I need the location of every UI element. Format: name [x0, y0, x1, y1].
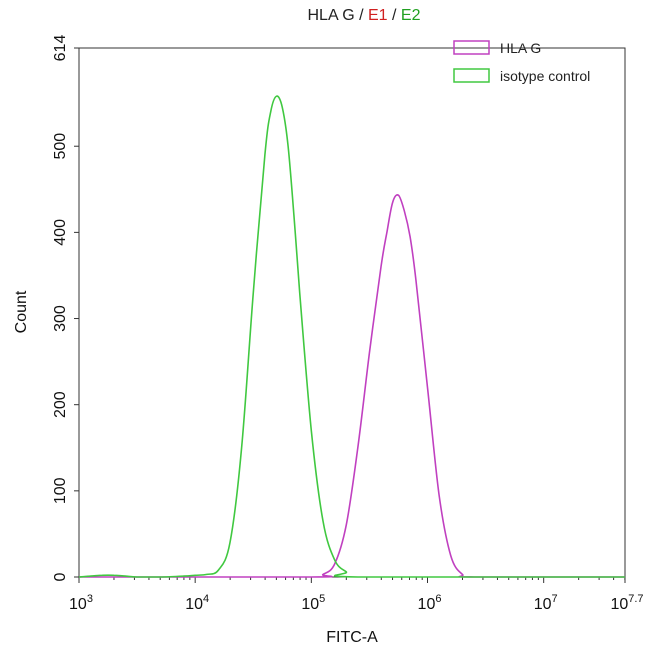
y-tick-label: 100	[52, 477, 69, 504]
x-axis-ticks: 103 104 105 106 107 107.7	[69, 577, 644, 613]
series-line-isotype-control	[78, 95, 625, 578]
y-tick-label: 0	[52, 572, 69, 581]
y-tick-label: 500	[52, 133, 69, 160]
title-separator-2: /	[388, 7, 401, 24]
x-tick-label: 104	[185, 593, 209, 613]
legend-swatch-hla-g	[453, 40, 490, 55]
x-axis-label: FITC-A	[326, 629, 378, 646]
x-tick-label: 105	[301, 593, 325, 613]
series-line-hla-g	[79, 194, 625, 578]
title-separator-1: /	[355, 7, 368, 24]
y-tick-label: 300	[52, 305, 69, 332]
y-axis-ticks: 0 100 200 300 400 500 614	[52, 35, 79, 581]
x-tick-label: 106	[418, 593, 442, 613]
x-tick-label: 103	[69, 593, 93, 613]
y-axis-label: Count	[13, 290, 30, 333]
title-e2: E2	[401, 7, 421, 24]
legend-label-hla-g: HLA G	[500, 40, 541, 56]
y-tick-label: 200	[52, 391, 69, 418]
x-tick-label: 107.7	[610, 593, 643, 613]
title-prefix: HLA G	[308, 7, 355, 24]
legend: HLA G isotype control	[453, 40, 590, 84]
legend-label-isotype-control: isotype control	[500, 68, 590, 84]
x-tick-label: 107	[534, 593, 558, 613]
series-layer	[78, 95, 625, 578]
y-tick-label: 614	[52, 35, 69, 62]
y-tick-label: 400	[52, 219, 69, 246]
title-e1: E1	[368, 7, 388, 24]
legend-swatch-isotype-control	[453, 68, 490, 83]
plot-frame	[78, 47, 626, 578]
chart-title: HLA G / E1 / E2	[308, 7, 421, 24]
